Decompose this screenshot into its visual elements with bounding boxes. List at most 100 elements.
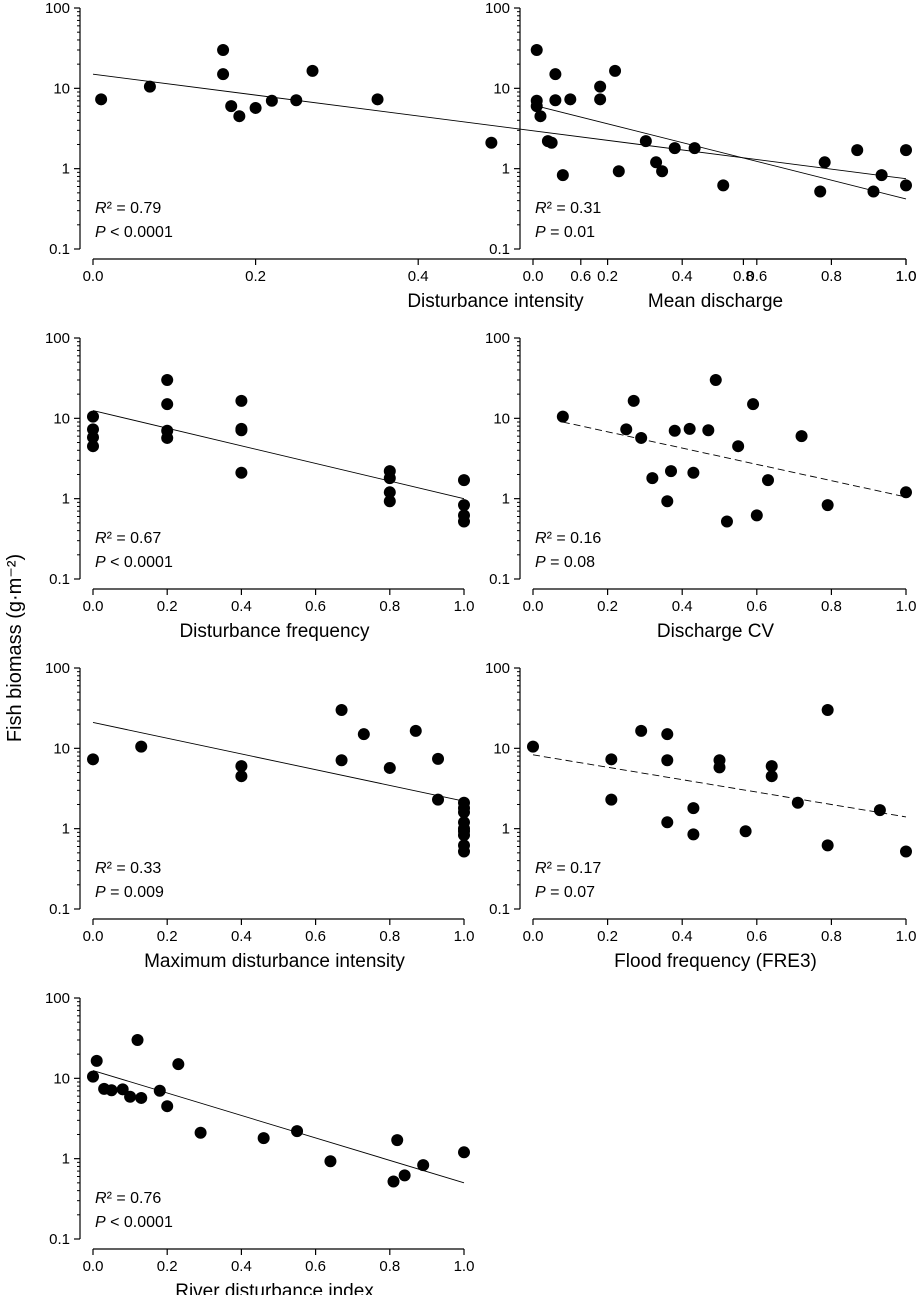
- x-tick-label: 0.2: [245, 268, 266, 285]
- data-point: [594, 80, 607, 93]
- data-point: [383, 472, 396, 485]
- data-point: [612, 165, 625, 178]
- p-value-label: P = 0.07: [535, 884, 595, 901]
- p-value-label: P < 0.0001: [95, 224, 173, 241]
- data-point: [131, 1034, 144, 1047]
- data-point: [458, 822, 470, 835]
- data-point: [387, 1175, 400, 1188]
- data-point: [900, 179, 912, 192]
- y-tick-label: 1: [62, 1151, 70, 1168]
- data-point: [661, 816, 674, 829]
- data-point: [391, 1134, 404, 1147]
- regression-line: [92, 73, 907, 180]
- data-point: [635, 724, 648, 737]
- data-point: [398, 1169, 411, 1182]
- chart-panel-3: 0.1 1 10 100 0.0 0.2 0.4 0.6 0.8 1.0 Disturbance f…: [45, 330, 474, 642]
- x-axis-label: Discharge CV: [657, 621, 775, 642]
- regression-line: [532, 104, 907, 200]
- regression-line: [532, 754, 907, 818]
- data-point: [124, 1090, 137, 1103]
- data-point: [90, 1054, 103, 1067]
- y-tick-label: 100: [45, 0, 70, 17]
- data-point: [87, 410, 99, 423]
- data-point: [851, 144, 864, 157]
- data-point: [668, 424, 681, 437]
- data-point: [635, 431, 648, 444]
- data-point: [668, 142, 681, 155]
- data-point: [235, 424, 248, 437]
- regression-line: [92, 410, 465, 500]
- x-tick-label: 0.8: [821, 598, 842, 615]
- data-point: [87, 1070, 99, 1083]
- r-squared-label: R² = 0.17: [535, 860, 601, 877]
- x-tick-label: 0.6: [305, 1258, 326, 1275]
- x-axis-label: Disturbance frequency: [179, 621, 370, 642]
- data-point: [417, 1159, 430, 1172]
- data-point: [609, 64, 622, 77]
- data-point: [656, 165, 669, 178]
- y-tick-label: 100: [45, 330, 70, 347]
- data-point: [683, 422, 696, 435]
- data-point: [639, 135, 652, 148]
- x-tick-label: 0.8: [733, 268, 754, 285]
- data-point: [875, 169, 888, 182]
- y-tick-label: 10: [53, 1070, 70, 1087]
- data-point: [761, 474, 774, 487]
- data-point: [458, 1146, 470, 1159]
- r-squared-label: R² = 0.33: [95, 860, 161, 877]
- data-point: [105, 1084, 118, 1097]
- x-tick-label: 0.4: [672, 268, 693, 285]
- x-tick-label: 0.2: [157, 598, 178, 615]
- data-point: [556, 410, 569, 423]
- data-point: [795, 430, 808, 443]
- data-point: [650, 156, 663, 169]
- p-value-label: P = 0.01: [535, 224, 595, 241]
- y-tick-label: 0.1: [489, 241, 510, 258]
- data-point: [821, 499, 834, 512]
- data-point: [235, 466, 248, 479]
- y-axis-label: Fish biomass (g·m⁻²): [4, 554, 26, 742]
- data-point: [814, 185, 827, 198]
- x-axis-label: Maximum disturbance intensity: [144, 951, 405, 972]
- regression-line: [562, 421, 907, 498]
- data-point: [153, 1084, 166, 1097]
- y-tick-label: 10: [53, 740, 70, 757]
- x-tick-label: 0.8: [821, 928, 842, 945]
- r-squared-label: R² = 0.67: [95, 530, 161, 547]
- data-point: [87, 431, 99, 444]
- x-tick-label: 0.8: [379, 1258, 400, 1275]
- x-tick-label: 0.0: [523, 268, 544, 285]
- x-tick-label: 0.0: [83, 598, 104, 615]
- x-tick-label: 0.0: [523, 598, 544, 615]
- x-tick-label: 1.0: [454, 928, 475, 945]
- data-point: [765, 760, 778, 773]
- data-point: [549, 68, 562, 81]
- data-point: [291, 1125, 304, 1138]
- data-point: [765, 770, 778, 783]
- y-tick-label: 1: [62, 491, 70, 508]
- x-tick-label: 0.0: [83, 928, 104, 945]
- data-point: [265, 94, 278, 107]
- r-squared-label: R² = 0.31: [535, 200, 601, 217]
- p-value-label: P < 0.0001: [95, 554, 173, 571]
- data-point: [717, 179, 730, 192]
- data-point: [821, 839, 834, 852]
- r-squared-label: R² = 0.79: [95, 200, 161, 217]
- data-point: [458, 845, 470, 858]
- data-point: [688, 142, 701, 155]
- data-point: [709, 374, 722, 387]
- data-point: [646, 472, 659, 485]
- data-point: [545, 136, 558, 149]
- p-value-label: P < 0.0001: [95, 1214, 173, 1231]
- x-tick-label: 0.0: [83, 268, 104, 285]
- x-axis-label: Disturbance intensity: [407, 291, 584, 312]
- data-point: [87, 440, 99, 453]
- data-point: [383, 495, 396, 508]
- data-point: [594, 93, 607, 106]
- data-point: [747, 398, 760, 411]
- y-tick-label: 100: [485, 0, 510, 17]
- data-point: [225, 100, 238, 113]
- x-tick-label: 0.4: [672, 598, 693, 615]
- data-point: [458, 499, 470, 512]
